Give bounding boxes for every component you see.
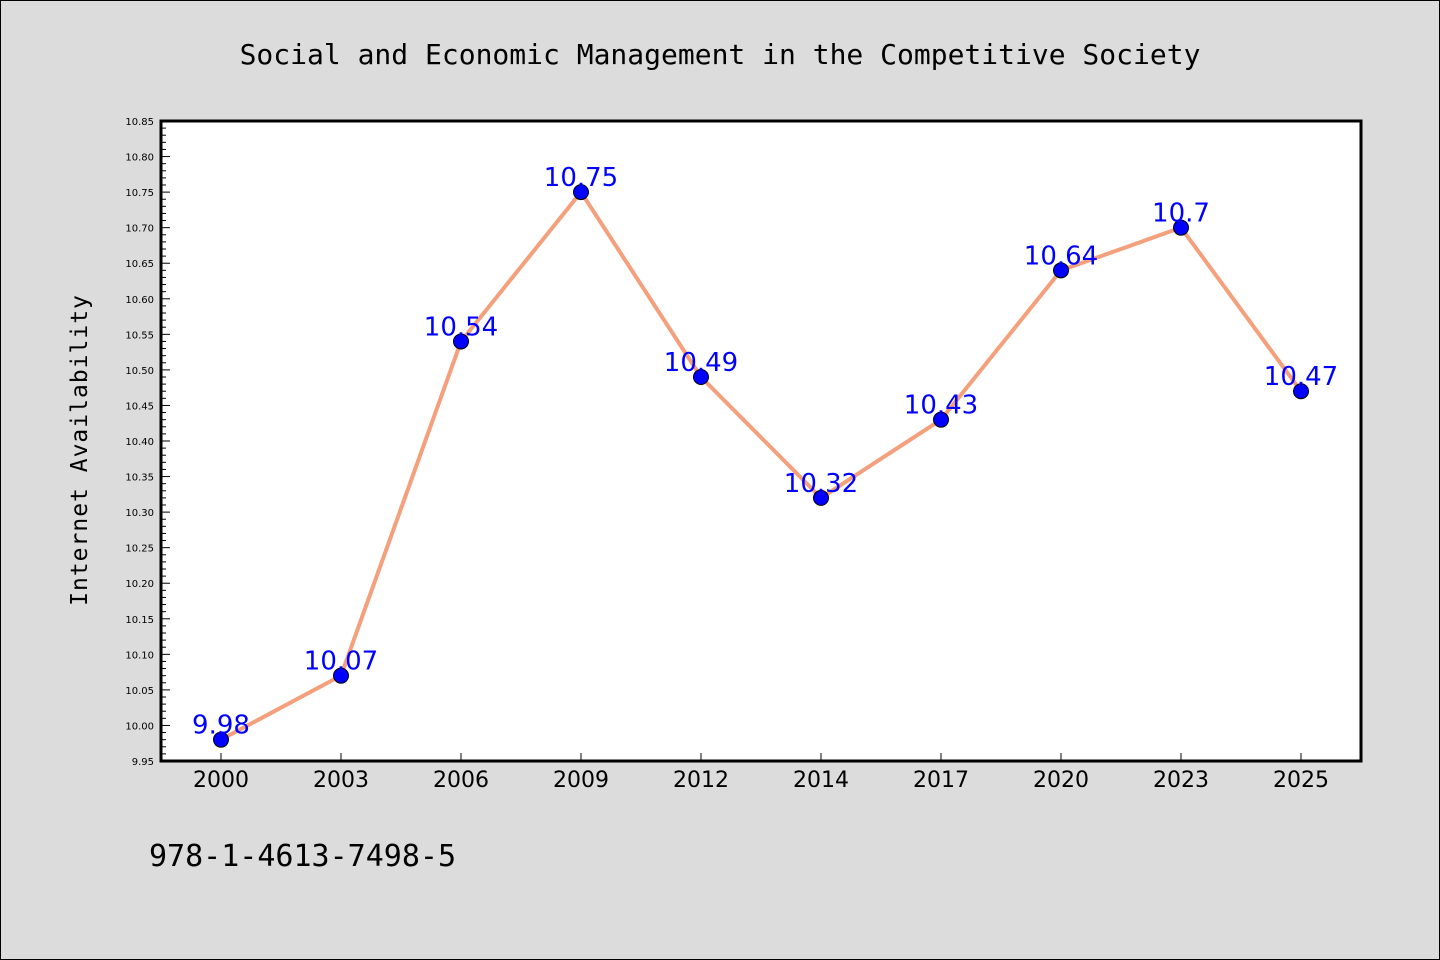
series-line	[219, 190, 1303, 742]
y-tick-label: 10.00	[125, 721, 154, 732]
chart-title: Social and Economic Management in the Co…	[240, 38, 1201, 71]
x-tick-label: 2012	[673, 768, 729, 793]
data-point	[213, 731, 229, 748]
y-axis-ticks: 9.95 10.00 10.05 10.10 10.15 10.20 10.25 10.30 1…	[125, 117, 170, 768]
x-tick-label: 2017	[913, 768, 969, 793]
y-tick-label: 10.40	[125, 437, 154, 448]
data-point	[453, 333, 469, 350]
data-label: 9.98	[192, 711, 250, 741]
data-point	[933, 411, 949, 428]
x-tick-label: 2023	[1153, 768, 1209, 793]
x-tick-label: 2020	[1033, 768, 1089, 793]
data-label: 10.47	[1264, 362, 1338, 392]
data-point	[1053, 262, 1069, 279]
y-tick-label: 10.35	[125, 473, 154, 484]
x-tick-label: 2009	[553, 768, 609, 793]
data-label: 10.64	[1024, 241, 1098, 271]
y-axis-label: Internet Availability	[67, 294, 93, 606]
data-point	[1293, 383, 1309, 400]
data-markers	[213, 184, 1309, 748]
x-tick-label: 2014	[793, 768, 849, 793]
x-axis-ticks: 2000 2003 2006 2009 2012 2014 2017 2020 2023 2025	[193, 753, 1329, 793]
y-tick-label: 9.95	[132, 757, 154, 768]
y-tick-label: 10.45	[125, 401, 154, 412]
footer-code: 978-1-4613-7498-5	[149, 839, 456, 874]
y-tick-label: 10.60	[125, 295, 154, 306]
y-tick-label: 10.75	[125, 188, 154, 199]
y-tick-label: 10.30	[125, 508, 154, 519]
data-label: 10.32	[784, 469, 858, 499]
x-tick-label: 2003	[313, 768, 369, 793]
plot-area	[159, 119, 1363, 763]
data-point	[333, 667, 349, 684]
y-tick-label: 10.10	[125, 650, 154, 661]
data-label: 10.07	[304, 647, 378, 677]
y-tick-label: 10.65	[125, 259, 154, 270]
y-tick-label: 10.25	[125, 544, 154, 555]
data-label: 10.75	[544, 163, 618, 193]
data-point	[573, 184, 589, 201]
data-point	[693, 369, 709, 385]
data-label: 10.49	[664, 348, 738, 378]
y-tick-label: 10.50	[125, 366, 154, 377]
data-point	[1173, 219, 1189, 236]
x-tick-label: 2025	[1273, 768, 1329, 793]
y-tick-label: 10.55	[125, 330, 154, 341]
data-label: 10.7	[1152, 199, 1210, 229]
data-label: 10.54	[424, 312, 498, 342]
data-label: 10.43	[904, 391, 978, 421]
y-tick-label: 10.80	[125, 153, 154, 164]
y-minor-ticks	[161, 127, 166, 755]
data-labels: 9.98 10.07 10.54 10.75 10.49 10.32 10.43 10.64 1…	[192, 163, 1338, 741]
y-tick-label: 10.85	[125, 117, 154, 128]
x-tick-label: 2006	[433, 768, 489, 793]
x-tick-label: 2000	[193, 768, 249, 793]
y-tick-label: 10.05	[125, 686, 154, 697]
data-point	[813, 489, 829, 506]
y-tick-label: 10.20	[125, 579, 154, 590]
y-tick-label: 10.70	[125, 224, 154, 235]
y-tick-label: 10.15	[125, 615, 154, 626]
